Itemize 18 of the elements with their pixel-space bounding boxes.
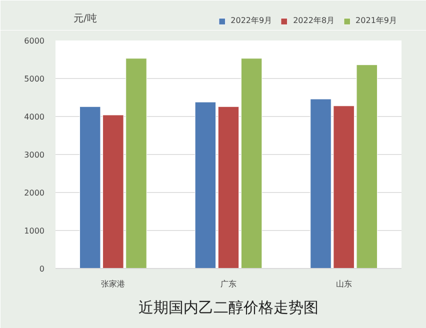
bar <box>240 58 262 268</box>
x-tick-label: 山东 <box>336 280 352 288</box>
bar <box>218 106 240 268</box>
y-tick-label: 0 <box>39 264 45 274</box>
y-tick-label: 4000 <box>24 112 44 122</box>
legend-label: 2022年9月 <box>230 15 272 26</box>
y-tick-label: 6000 <box>24 36 44 46</box>
text: 近期国内乙二醇价格走势图 <box>138 298 318 316</box>
legend-label: 2022年8月 <box>293 15 335 26</box>
bar <box>194 102 216 268</box>
legend-label: 2021年9月 <box>356 15 397 26</box>
y-axis-title: 元/吨 <box>74 12 97 24</box>
y-tick-label: 2000 <box>24 188 44 198</box>
x-tick-label: 广东 <box>220 280 236 288</box>
y-tick-label: 5000 <box>24 74 44 84</box>
y-tick-label: 3000 <box>24 150 44 160</box>
y-tick-label: 1000 <box>24 226 44 236</box>
x-tick-label: 张家港 <box>101 280 126 288</box>
